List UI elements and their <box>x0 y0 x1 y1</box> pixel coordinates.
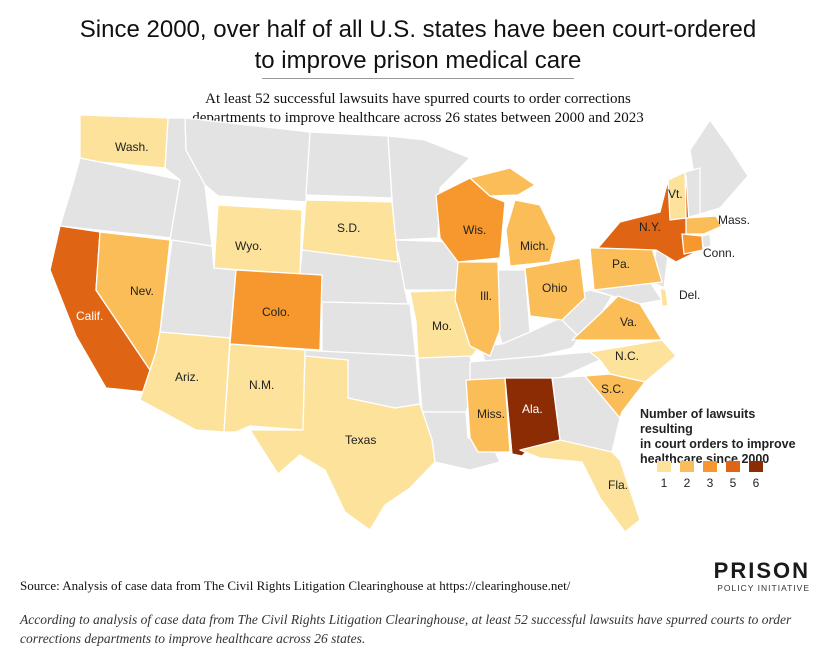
subtitle-line-2: departments to improve healthcare across… <box>192 110 644 126</box>
state-florida <box>519 439 641 533</box>
label-mich: Mich. <box>520 239 549 253</box>
state-michigan-up <box>469 167 536 197</box>
state-tennessee <box>469 351 601 381</box>
legend-item: 1 <box>655 461 673 490</box>
legend-swatch <box>680 461 694 472</box>
title-line-1: Since 2000, over half of all U.S. states… <box>79 16 757 43</box>
state-virginia <box>571 295 663 341</box>
title-line-2: to improve prison medical care <box>254 47 582 74</box>
state-oregon <box>59 157 181 239</box>
label-sd: S.D. <box>337 221 360 235</box>
source-note: Source: Analysis of case data from The C… <box>20 578 571 593</box>
label-wis: Wis. <box>463 223 486 237</box>
label-wash: Wash. <box>115 140 149 154</box>
label-sc: S.C. <box>601 382 624 396</box>
label-pa: Pa. <box>612 257 630 271</box>
legend-swatch <box>657 461 671 472</box>
state-labels-layer: Wash. Calif. Nev. Wyo. S.D. Colo. Ariz. … <box>76 140 750 492</box>
label-mo: Mo. <box>432 319 452 333</box>
label-fla: Fla. <box>608 478 628 492</box>
legend-item: 6 <box>747 461 765 490</box>
label-nev: Nev. <box>130 284 154 298</box>
subtitle-line-1: At least 52 successful lawsuits have spu… <box>205 91 631 107</box>
label-vt: Vt. <box>668 187 683 201</box>
label-ala: Ala. <box>522 402 543 416</box>
chart-title: Since 2000, over half of all U.S. states… <box>0 14 836 76</box>
legend-title-line-2: in court orders to improve <box>640 437 796 451</box>
state-connecticut <box>681 233 704 255</box>
legend-title-line-1: Number of lawsuits resulting <box>640 407 756 436</box>
legend: 1 2 3 5 6 <box>655 461 765 490</box>
state-delaware <box>659 287 669 307</box>
state-new-mexico <box>223 343 306 433</box>
label-nm: N.M. <box>249 378 274 392</box>
state-michigan <box>505 199 557 267</box>
figure-caption: According to analysis of case data from … <box>20 612 792 646</box>
legend-value: 5 <box>729 476 737 490</box>
label-del: Del. <box>679 288 700 302</box>
label-conn: Conn. <box>703 246 735 260</box>
legend-swatch <box>749 461 763 472</box>
label-texas: Texas <box>345 433 376 447</box>
legend-value: 6 <box>752 476 760 490</box>
label-ariz: Ariz. <box>175 370 199 384</box>
label-colo: Colo. <box>262 305 290 319</box>
state-mississippi <box>465 377 511 453</box>
state-massachusetts <box>685 215 723 235</box>
state-south-dakota <box>301 199 399 263</box>
label-mass: Mass. <box>718 213 750 227</box>
prison-policy-initiative-logo: PRISON POLICY INITIATIVE <box>710 560 810 594</box>
label-ohio: Ohio <box>542 281 568 295</box>
subtitle: At least 52 successful lawsuits have spu… <box>0 90 836 128</box>
legend-item: 5 <box>724 461 742 490</box>
label-wyo: Wyo. <box>235 239 262 253</box>
state-indiana <box>495 269 531 345</box>
label-nc: N.C. <box>615 349 639 363</box>
label-va: Va. <box>620 315 637 329</box>
state-south-carolina <box>584 373 646 419</box>
legend-item: 3 <box>701 461 719 490</box>
states-layer <box>49 114 749 533</box>
legend-item: 2 <box>678 461 696 490</box>
legend-title: Number of lawsuits resulting in court or… <box>640 407 810 467</box>
label-ill: Ill. <box>480 289 492 303</box>
legend-swatch <box>726 461 740 472</box>
logo-wordmark: PRISON <box>713 558 810 583</box>
label-ny: N.Y. <box>639 220 661 234</box>
state-colorado <box>229 269 323 351</box>
state-illinois <box>454 261 501 357</box>
title-divider <box>262 78 574 79</box>
logo-subtext: POLICY INITIATIVE <box>717 583 810 593</box>
legend-value: 2 <box>683 476 691 490</box>
legend-value: 1 <box>660 476 668 490</box>
legend-value: 3 <box>706 476 714 490</box>
state-texas <box>249 355 436 531</box>
state-north-dakota <box>305 131 393 199</box>
legend-swatch <box>703 461 717 472</box>
state-washington <box>79 114 169 169</box>
label-calif: Calif. <box>76 309 103 323</box>
state-kansas <box>321 301 417 359</box>
label-miss: Miss. <box>477 407 505 421</box>
state-ohio <box>524 257 586 321</box>
